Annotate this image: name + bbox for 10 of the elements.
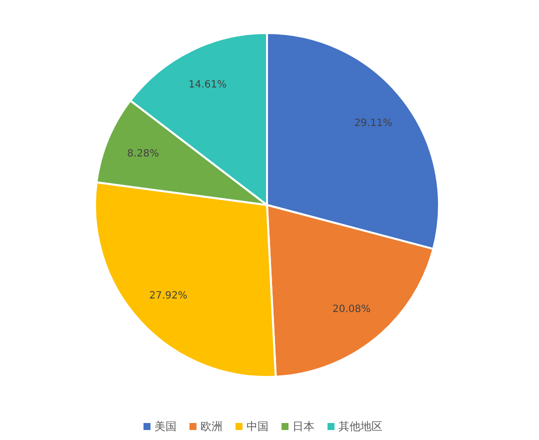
legend-label: 欧洲 bbox=[200, 420, 222, 434]
data-label: 29.11% bbox=[354, 118, 392, 129]
legend-label: 中国 bbox=[246, 420, 268, 434]
legend-label: 日本 bbox=[292, 420, 314, 434]
data-label: 14.61% bbox=[188, 79, 227, 90]
data-label: 20.08% bbox=[332, 304, 371, 315]
data-label: 8.28% bbox=[127, 148, 159, 160]
legend-label: 其他地区 bbox=[338, 420, 382, 434]
legend-label: 美国 bbox=[154, 420, 176, 434]
data-label: 27.92% bbox=[149, 290, 188, 302]
